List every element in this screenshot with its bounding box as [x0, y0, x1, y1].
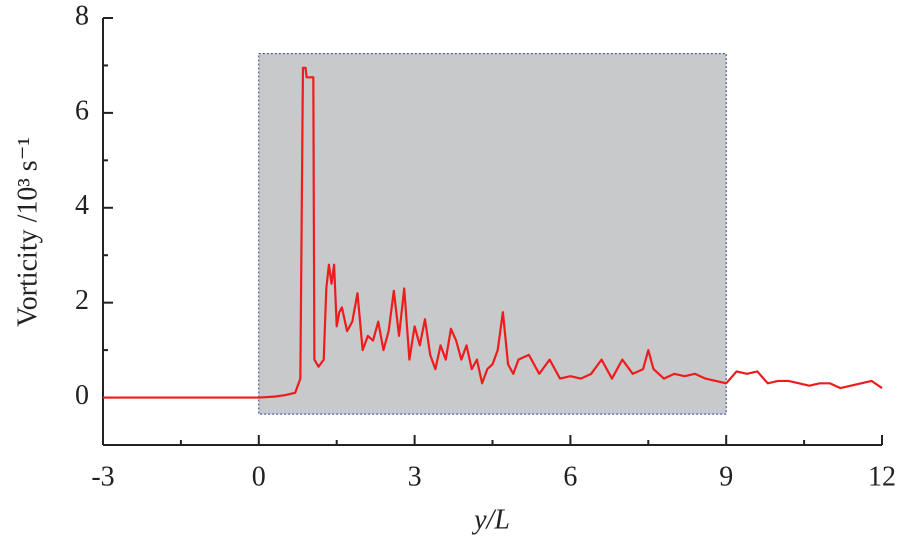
- x-tick-label: 12: [868, 461, 896, 492]
- x-tick-label: 0: [252, 461, 266, 492]
- x-tick-label: 9: [719, 461, 733, 492]
- y-tick-label: 6: [75, 95, 89, 126]
- x-tick-label: -3: [91, 461, 114, 492]
- x-tick-label: 6: [563, 461, 577, 492]
- y-tick-label: 4: [75, 190, 89, 221]
- y-tick-label: 8: [75, 0, 89, 31]
- y-tick-label: 2: [75, 285, 89, 316]
- x-axis-label: y/L: [471, 504, 510, 535]
- x-tick-label: 3: [408, 461, 422, 492]
- y-axis-label: Vorticity /10³ s⁻¹: [12, 137, 43, 327]
- data-line: [103, 66, 883, 399]
- shaded-region: [258, 53, 727, 415]
- y-tick-label: 0: [75, 380, 89, 411]
